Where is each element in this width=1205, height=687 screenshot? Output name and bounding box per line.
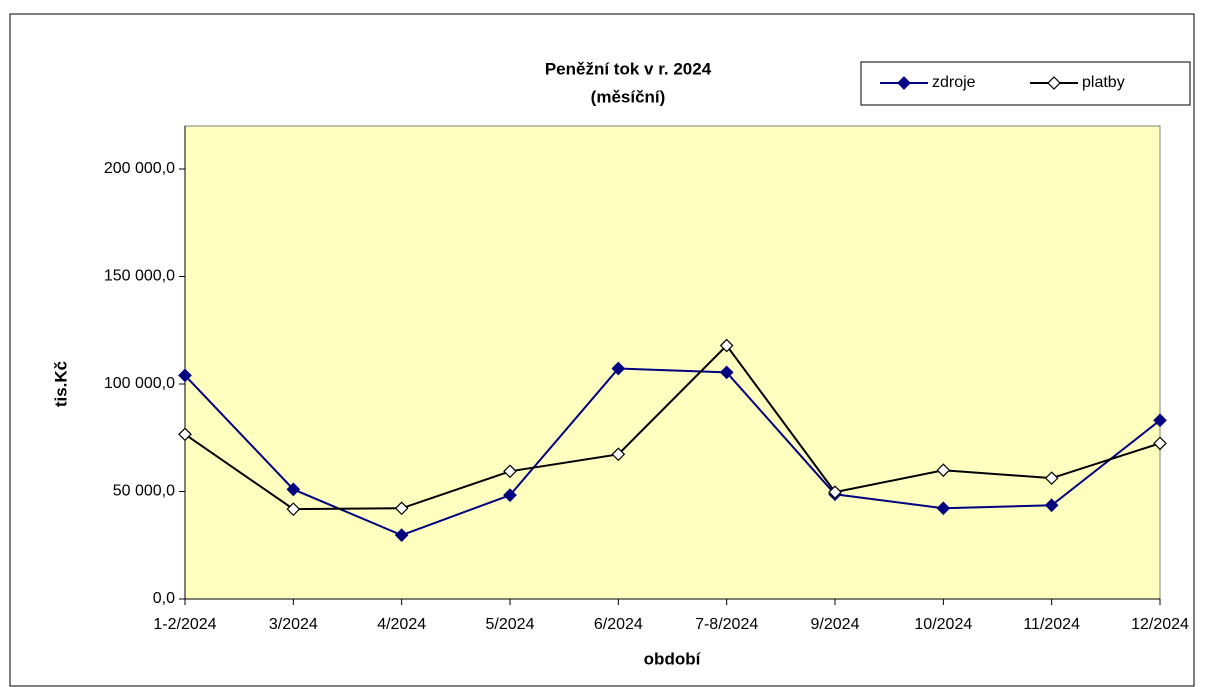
y-tick-label: 200 000,0 bbox=[104, 160, 175, 177]
x-tick-label: 3/2024 bbox=[269, 616, 318, 633]
marker bbox=[611, 447, 626, 462]
y-tick-label: 150 000,0 bbox=[104, 268, 175, 285]
x-tick-label: 12/2024 bbox=[1131, 616, 1189, 633]
y-tick-label: 0,0 bbox=[153, 590, 175, 607]
x-tick-label: 9/2024 bbox=[811, 616, 860, 633]
x-tick-label: 4/2024 bbox=[377, 616, 426, 633]
marker bbox=[1044, 471, 1059, 486]
x-tick-label: 7-8/2024 bbox=[695, 616, 758, 633]
chart-subtitle: (měsíční) bbox=[591, 87, 666, 106]
marker bbox=[178, 427, 192, 442]
legend-label: platby bbox=[1082, 74, 1125, 91]
y-axis-label: tis.Kč bbox=[51, 361, 70, 407]
marker bbox=[286, 502, 301, 516]
marker bbox=[1153, 413, 1167, 428]
chart-title: Peněžní tok v r. 2024 bbox=[545, 59, 712, 78]
y-tick-label: 100 000,0 bbox=[104, 375, 175, 392]
marker bbox=[394, 528, 409, 542]
x-tick-label: 1-2/2024 bbox=[153, 616, 216, 633]
series-line bbox=[184, 343, 1161, 511]
marker bbox=[936, 463, 951, 478]
marker bbox=[394, 501, 409, 516]
x-tick-label: 5/2024 bbox=[486, 616, 535, 633]
legend-marker bbox=[1047, 76, 1061, 90]
marker bbox=[719, 365, 734, 380]
y-tick-label: 50 000,0 bbox=[113, 483, 175, 500]
marker bbox=[1153, 436, 1167, 451]
x-axis-label: období bbox=[644, 649, 702, 668]
legend-label: zdroje bbox=[932, 74, 976, 91]
x-tick-label: 11/2024 bbox=[1023, 616, 1080, 633]
marker bbox=[503, 488, 517, 503]
legend-marker bbox=[897, 76, 911, 90]
marker bbox=[1044, 498, 1059, 513]
series-line bbox=[184, 367, 1161, 537]
x-tick-label: 6/2024 bbox=[594, 616, 643, 633]
marker bbox=[178, 368, 192, 383]
marker bbox=[719, 338, 734, 353]
marker bbox=[286, 482, 301, 497]
marker bbox=[611, 361, 626, 376]
marker bbox=[828, 485, 842, 499]
plot-area bbox=[184, 125, 1161, 600]
x-tick-label: 10/2024 bbox=[914, 616, 972, 633]
marker bbox=[936, 501, 951, 516]
marker bbox=[503, 464, 517, 479]
